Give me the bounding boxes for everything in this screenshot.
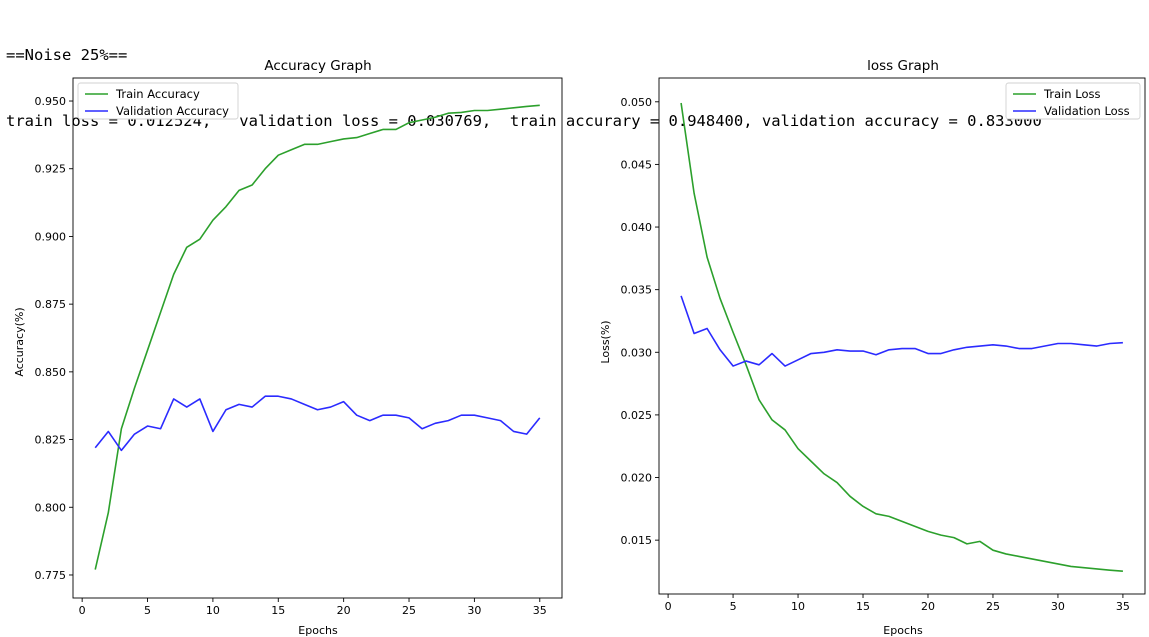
accuracy-lines (94, 104, 541, 570)
loss-y-tick-label: 0.030 (621, 346, 653, 359)
console-output: ==Noise 25%== train loss = 0.012524, val… (6, 0, 1042, 154)
loss-x-tick-label: 5 (730, 600, 737, 613)
accuracy-legend-label: Train Accuracy (115, 87, 200, 101)
accuracy-y-tick-label: 0.950 (35, 95, 67, 108)
loss-y-axis-label: Loss(%) (599, 320, 612, 363)
loss-x-tick-label: 15 (856, 600, 870, 613)
loss-x-tick-label: 30 (1051, 600, 1065, 613)
loss-x-tick-label: 20 (921, 600, 935, 613)
accuracy-series-line-train-accuracy (94, 104, 540, 570)
loss-series-line-validation-loss (680, 295, 1123, 367)
accuracy-legend-box (77, 82, 239, 120)
accuracy-x-tick-label: 20 (337, 604, 351, 617)
loss-x-tick-label: 25 (986, 600, 1000, 613)
loss-legend-label: Validation Loss (1044, 104, 1130, 118)
accuracy-y-tick-label: 0.800 (35, 501, 67, 514)
accuracy-x-tick-label: 10 (206, 604, 220, 617)
metrics-summary: train loss = 0.012524, validation loss =… (6, 112, 1042, 130)
accuracy-x-tick-label: 15 (271, 604, 285, 617)
loss-y-tick-label: 0.045 (621, 158, 653, 171)
accuracy-chart: Accuracy Graph Epochs Accuracy(%) 0 5 10 15… (13, 58, 563, 637)
noise-header: ==Noise 25%== (6, 46, 128, 64)
loss-legend: Train Loss Validation Loss (1005, 82, 1141, 120)
loss-y-tick-label: 0.015 (621, 534, 653, 547)
accuracy-y-tick-label: 0.825 (35, 434, 67, 447)
accuracy-y-tick-label: 0.900 (35, 230, 67, 243)
accuracy-y-tick-label: 0.850 (35, 366, 67, 379)
loss-y-tick-label: 0.040 (621, 221, 653, 234)
accuracy-legend-label: Validation Accuracy (116, 104, 229, 118)
accuracy-x-tick-label: 25 (402, 604, 416, 617)
accuracy-x-tick-label: 35 (533, 604, 547, 617)
loss-y-tick-label: 0.050 (621, 96, 653, 109)
accuracy-x-tick-label: 5 (144, 604, 151, 617)
accuracy-x-tick-label: 0 (79, 604, 86, 617)
loss-y-tick-label: 0.025 (621, 409, 653, 422)
accuracy-y-tick-label: 0.925 (35, 163, 67, 176)
loss-y-tick-label: 0.035 (621, 284, 653, 297)
accuracy-plot-frame (72, 77, 563, 599)
loss-legend-box (1005, 82, 1141, 120)
accuracy-series-line-validation-accuracy (94, 395, 541, 452)
loss-legend-label: Train Loss (1043, 87, 1100, 101)
loss-x-axis-label: Epochs (883, 624, 923, 637)
accuracy-y-axis-label: Accuracy(%) (13, 307, 26, 376)
loss-ticks: 0 5 10 15 20 25 30 35 0.015 0.020 0.025 0.030 0.035 0… (621, 96, 1130, 613)
loss-x-tick-label: 35 (1116, 600, 1130, 613)
accuracy-legend: Train Accuracy Validation Accuracy (77, 82, 239, 120)
accuracy-x-tick-label: 30 (467, 604, 481, 617)
loss-x-tick-label: 10 (791, 600, 805, 613)
loss-y-tick-label: 0.020 (621, 472, 653, 485)
accuracy-y-tick-label: 0.875 (35, 298, 67, 311)
loss-plot-frame (658, 77, 1146, 595)
accuracy-chart-title: Accuracy Graph (264, 58, 371, 74)
accuracy-x-axis-label: Epochs (298, 624, 338, 637)
accuracy-y-tick-label: 0.775 (35, 569, 67, 582)
loss-lines (680, 102, 1123, 573)
accuracy-ticks: 0 5 10 15 20 25 30 35 0.775 0.800 0.825 0.850 0.875 0… (35, 95, 547, 617)
loss-x-tick-label: 0 (665, 600, 672, 613)
loss-chart: loss Graph Epochs Loss(%) 0 5 10 15 20 25 30 35… (599, 58, 1146, 637)
loss-series-line-train-loss (680, 102, 1123, 573)
loss-chart-title: loss Graph (867, 58, 939, 74)
